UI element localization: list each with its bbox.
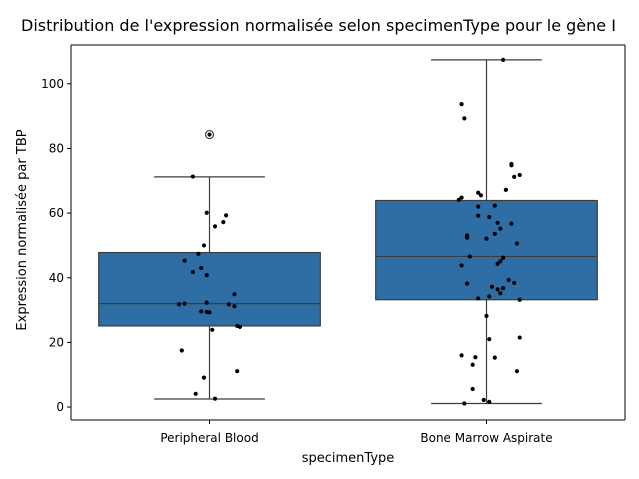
data-point xyxy=(182,301,187,306)
data-point xyxy=(489,284,495,289)
data-point xyxy=(517,172,522,178)
data-point xyxy=(487,214,492,220)
box-iqr xyxy=(98,251,321,327)
data-point xyxy=(509,221,514,226)
data-point xyxy=(476,213,481,218)
data-point xyxy=(232,304,237,309)
x-axis-label: specimenType xyxy=(302,451,395,466)
data-point xyxy=(179,348,184,353)
x-tick-label: Bone Marrow Aspirate xyxy=(420,431,552,445)
data-point xyxy=(503,187,508,192)
data-point xyxy=(212,224,218,229)
data-point xyxy=(459,102,464,107)
data-point xyxy=(476,190,481,195)
data-point xyxy=(459,195,464,200)
data-point xyxy=(501,255,506,260)
data-point xyxy=(501,57,506,62)
data-point xyxy=(498,259,503,264)
data-point xyxy=(514,369,520,374)
data-point xyxy=(210,327,215,332)
data-point xyxy=(456,197,461,202)
data-point xyxy=(514,241,520,246)
data-point xyxy=(462,401,467,406)
data-point xyxy=(512,280,517,286)
data-point xyxy=(476,204,481,209)
data-point xyxy=(182,258,187,263)
data-point xyxy=(207,310,212,315)
data-point xyxy=(492,355,497,360)
chart-title: Distribution de l'expression normalisée … xyxy=(21,16,616,35)
y-axis-label: Expression normalisée par TBP xyxy=(15,129,30,330)
x-tick-label: Peripheral Blood xyxy=(160,431,258,445)
data-point xyxy=(498,291,503,296)
data-point xyxy=(467,254,472,259)
data-point xyxy=(196,251,201,256)
data-point xyxy=(487,399,492,404)
data-point xyxy=(201,243,207,248)
data-point xyxy=(212,396,218,401)
data-point xyxy=(470,386,475,392)
data-point xyxy=(176,302,182,307)
data-point xyxy=(224,213,229,218)
data-point xyxy=(517,335,522,340)
data-point xyxy=(517,297,522,302)
data-point xyxy=(204,273,209,278)
outlier-point xyxy=(204,129,215,140)
box-group-0 xyxy=(98,129,321,401)
data-point xyxy=(465,235,470,240)
data-point xyxy=(199,309,204,314)
y-tick-label: 100 xyxy=(41,77,64,91)
data-point xyxy=(473,355,478,360)
x-axis: Peripheral Blood Bone Marrow Aspirate xyxy=(160,420,553,445)
data-point xyxy=(226,302,231,307)
plot-area xyxy=(70,44,626,421)
y-tick-label: 60 xyxy=(49,206,64,220)
data-point xyxy=(501,286,506,291)
data-point xyxy=(478,193,484,198)
y-axis: 0 20 40 60 80 100 xyxy=(41,77,71,414)
data-point xyxy=(492,203,497,208)
y-tick-label: 80 xyxy=(49,141,64,155)
box-group-1 xyxy=(375,57,598,406)
data-point xyxy=(190,174,195,179)
data-point xyxy=(204,300,209,305)
data-point xyxy=(204,210,209,215)
box-iqr xyxy=(375,199,598,301)
data-point xyxy=(481,397,486,403)
y-tick-label: 40 xyxy=(49,271,64,285)
data-point xyxy=(207,132,212,137)
data-point xyxy=(201,375,207,380)
data-point xyxy=(495,220,500,225)
data-point xyxy=(484,313,489,319)
data-point xyxy=(476,296,481,301)
data-point xyxy=(199,265,204,271)
data-point xyxy=(470,362,475,367)
y-tick-label: 20 xyxy=(49,335,64,349)
data-point xyxy=(235,369,240,374)
data-point xyxy=(487,294,492,299)
data-point xyxy=(232,292,237,297)
data-point xyxy=(487,337,492,342)
data-point xyxy=(462,116,467,121)
data-point xyxy=(190,269,195,275)
data-point xyxy=(509,163,514,168)
data-point xyxy=(512,174,517,179)
data-point xyxy=(221,220,226,225)
y-tick-label: 0 xyxy=(56,400,64,414)
data-point xyxy=(459,263,464,268)
data-point xyxy=(193,391,198,396)
data-point xyxy=(495,261,500,266)
data-point xyxy=(459,353,464,358)
data-point xyxy=(465,281,470,286)
data-point xyxy=(484,236,489,241)
data-point xyxy=(498,226,503,231)
data-point xyxy=(506,277,511,283)
data-point xyxy=(495,287,500,292)
data-point xyxy=(237,324,243,329)
data-point xyxy=(492,231,497,236)
